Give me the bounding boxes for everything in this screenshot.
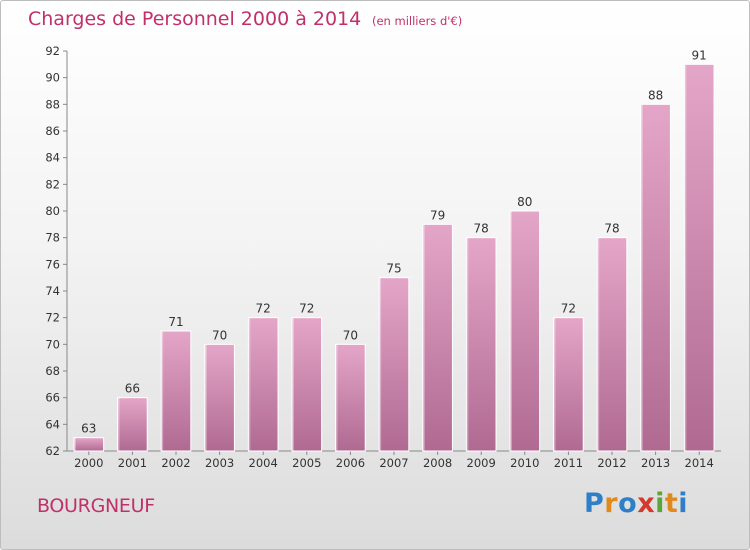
- bar-highlight: [597, 237, 600, 451]
- bar-highlight: [509, 211, 512, 451]
- bar: [640, 103, 671, 452]
- data-label: 70: [343, 328, 358, 342]
- chart-title: Charges de Personnel 2000 à 2014: [28, 8, 362, 30]
- proxiti-logo: Proxiti: [584, 488, 688, 519]
- y-tick-label: 66: [45, 391, 60, 405]
- bar: [291, 317, 323, 452]
- y-tick-label: 74: [45, 284, 60, 298]
- bar-highlight: [291, 317, 294, 451]
- logo-letter: P: [584, 488, 605, 519]
- y-tick-label: 86: [45, 124, 60, 138]
- x-tick-label: 2009: [467, 456, 496, 470]
- bar-highlight: [335, 344, 338, 451]
- bar-highlight: [73, 437, 76, 451]
- data-label: 80: [517, 195, 532, 209]
- bar-highlight: [204, 344, 207, 451]
- bar: [204, 343, 235, 452]
- commune-name: BOURGNEUF: [37, 495, 155, 517]
- y-tick-label: 70: [45, 337, 60, 351]
- y-tick-label: 72: [45, 311, 60, 325]
- x-tick-label: 2003: [205, 456, 234, 470]
- x-tick-label: 2011: [554, 456, 583, 470]
- bar-highlight: [640, 104, 643, 451]
- bar: [117, 397, 148, 452]
- bar-highlight: [466, 237, 469, 451]
- data-label: 75: [386, 262, 401, 276]
- y-tick-label: 82: [45, 177, 60, 191]
- bar: [553, 317, 584, 452]
- bar: [378, 277, 410, 452]
- y-tick-label: 76: [45, 257, 60, 271]
- bar: [509, 210, 541, 452]
- data-label: 72: [256, 302, 271, 316]
- data-label: 78: [604, 222, 619, 236]
- logo-letter: i: [678, 488, 689, 519]
- logo-letter: x: [637, 488, 656, 519]
- y-tick-label: 88: [45, 97, 60, 111]
- data-label: 88: [648, 88, 663, 102]
- bar: [335, 343, 366, 452]
- y-tick-label: 90: [45, 71, 60, 85]
- data-label: 79: [430, 208, 445, 222]
- x-tick-label: 2008: [423, 456, 452, 470]
- logo-letter: r: [604, 488, 619, 519]
- x-tick-label: 2002: [161, 456, 190, 470]
- bar-highlight: [553, 317, 556, 451]
- logo-letter: t: [664, 488, 679, 519]
- y-tick-label: 64: [45, 417, 60, 431]
- x-tick-label: 2010: [510, 456, 539, 470]
- bar: [160, 330, 192, 452]
- x-tick-label: 2014: [685, 456, 714, 470]
- data-label: 71: [168, 315, 183, 329]
- x-tick-label: 2013: [641, 456, 670, 470]
- y-tick-label: 80: [45, 204, 60, 218]
- x-tick-label: 2000: [74, 456, 103, 470]
- logo-letter: o: [618, 488, 638, 519]
- y-tick-label: 92: [45, 44, 60, 58]
- bar: [73, 437, 105, 452]
- logo-letter: i: [655, 488, 665, 519]
- y-tick-label: 68: [45, 364, 60, 378]
- bar-highlight: [422, 224, 425, 451]
- data-label: 72: [561, 302, 576, 316]
- y-tick-label: 84: [45, 151, 60, 165]
- bar: [596, 237, 628, 452]
- x-tick-label: 2001: [118, 456, 147, 470]
- data-label: 70: [212, 328, 227, 342]
- data-label: 72: [299, 302, 314, 316]
- data-label: 63: [81, 422, 96, 436]
- x-tick-label: 2006: [336, 456, 365, 470]
- bar-highlight: [161, 331, 164, 451]
- bar-highlight: [684, 64, 687, 452]
- data-label: 78: [474, 222, 489, 236]
- bar: [683, 63, 715, 452]
- data-label: 66: [125, 382, 140, 396]
- x-tick-label: 2004: [249, 456, 278, 470]
- x-tick-label: 2012: [597, 456, 626, 470]
- y-tick-label: 62: [45, 444, 60, 458]
- bar-highlight: [117, 397, 120, 451]
- bar: [465, 237, 497, 452]
- bar-highlight: [379, 277, 382, 451]
- data-label: 91: [692, 48, 707, 62]
- bar: [247, 317, 279, 452]
- bar: [422, 223, 453, 452]
- y-tick-label: 78: [45, 231, 60, 245]
- x-tick-label: 2007: [379, 456, 408, 470]
- chart-subtitle: (en milliers d'€): [372, 14, 463, 28]
- x-tick-label: 2005: [292, 456, 321, 470]
- bar-highlight: [248, 317, 251, 451]
